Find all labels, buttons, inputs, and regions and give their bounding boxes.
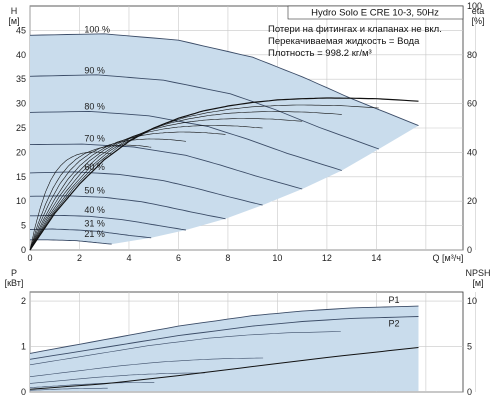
title-box bbox=[287, 5, 464, 20]
speed-label: 21 % bbox=[84, 229, 105, 239]
qh-y-label-1: [м] bbox=[8, 16, 19, 26]
qh-x-tick: 10 bbox=[272, 253, 282, 263]
npsh-y-label-0: NPSH bbox=[465, 268, 490, 278]
power-y-tick: 1 bbox=[21, 342, 26, 352]
qh-envelope-area bbox=[30, 33, 419, 245]
note-line-2: Перекачиваемая жидкость = Вода bbox=[268, 36, 420, 47]
qh-y-tick: 5 bbox=[21, 221, 26, 231]
speed-curve bbox=[29, 74, 380, 150]
qh-eta-tick: 20 bbox=[467, 196, 477, 206]
power-envelope bbox=[30, 306, 419, 392]
speed-curve bbox=[29, 195, 226, 220]
power-y-tick: 2 bbox=[21, 296, 26, 306]
power-series-label-p1: P1 bbox=[388, 295, 399, 305]
qh-x-tick: 14 bbox=[371, 253, 381, 263]
product-title: Hydro Solo E CRE 10-3, 50Hz bbox=[311, 8, 439, 19]
qh-eta-label-0: eta bbox=[472, 6, 485, 16]
efficiency-curve bbox=[29, 131, 226, 251]
npsh-y-label-1: [м] bbox=[472, 278, 483, 288]
qh-x-tick: 2 bbox=[77, 253, 82, 263]
qh-x-tick: 8 bbox=[225, 253, 230, 263]
qh-eta-tick: 40 bbox=[467, 147, 477, 157]
qh-y-tick: 25 bbox=[16, 123, 26, 133]
speed-label: 50 % bbox=[84, 185, 105, 195]
qh-x-tick: 12 bbox=[322, 253, 332, 263]
qh-y-tick: 35 bbox=[16, 74, 26, 84]
power-curve-speed bbox=[29, 387, 108, 391]
efficiency-curve bbox=[29, 111, 342, 251]
qh-x-tick: 4 bbox=[126, 253, 131, 263]
qh-y-tick: 45 bbox=[16, 25, 26, 35]
speed-label: 31 % bbox=[84, 219, 105, 229]
qh-y-tick: 0 bbox=[21, 245, 26, 255]
efficiency-curve bbox=[29, 104, 379, 251]
qh-eta-tick: 100 bbox=[467, 1, 482, 11]
qh-envelope bbox=[30, 33, 419, 245]
note-line-3: Плотность = 998.2 кг/м³ bbox=[268, 48, 372, 59]
npsh-curve bbox=[29, 347, 419, 390]
npsh-y-tick: 0 bbox=[467, 387, 472, 397]
speed-curve bbox=[29, 110, 342, 171]
power-curve-speed bbox=[29, 331, 341, 366]
speed-curve bbox=[30, 239, 112, 245]
npsh-y-tick: 5 bbox=[467, 342, 472, 352]
npsh-y-tick: 10 bbox=[467, 296, 477, 306]
power-y-label-1: [кВт] bbox=[5, 278, 24, 288]
qh-y-tick: 20 bbox=[16, 147, 26, 157]
efficiency-curve bbox=[29, 151, 112, 251]
speed-label: 100 % bbox=[84, 24, 110, 34]
qh-curves: 100 % 90 % 80 % 70 % 60 % 50 % 40 % 31 %21 % bbox=[29, 24, 419, 251]
qh-eta-tick: 0 bbox=[467, 245, 472, 255]
power-curve-speed bbox=[29, 382, 155, 388]
power-curve bbox=[29, 305, 419, 354]
note-line-1: Потери на фитингах и клапанах не вкл. bbox=[268, 24, 442, 35]
qh-y-tick: 15 bbox=[16, 172, 26, 182]
qh-x-tick: 0 bbox=[27, 253, 32, 263]
efficiency-curve bbox=[29, 125, 263, 251]
speed-label: 40 % bbox=[84, 205, 105, 215]
speed-label: 70 % bbox=[84, 134, 105, 144]
speed-label: 90 % bbox=[84, 65, 105, 75]
power-curves bbox=[29, 305, 419, 391]
efficiency-curve bbox=[29, 97, 419, 251]
speed-label: 60 % bbox=[84, 162, 105, 172]
qh-eta-label-1: [%] bbox=[471, 16, 484, 26]
speed-curve bbox=[30, 214, 186, 231]
qh-eta-tick: 80 bbox=[467, 50, 477, 60]
speed-curve bbox=[29, 228, 152, 239]
speed-label: 80 % bbox=[84, 101, 105, 111]
efficiency-curve bbox=[29, 138, 186, 251]
qh-ticks: 0 2 4 6 8 10 12 14 0 5 10 15 20 25 30 35 40 45 0 20 40 60 80 10… bbox=[8, 1, 484, 263]
power-series-label-p2: P2 bbox=[388, 319, 399, 329]
qh-x-tick: 6 bbox=[176, 253, 181, 263]
qh-y-tick: 40 bbox=[16, 50, 26, 60]
qh-y-label-0: H bbox=[11, 6, 18, 16]
power-curve-speed bbox=[29, 357, 264, 377]
power-curve bbox=[29, 316, 419, 360]
power-ticks: 0 1 2 0 5 10 P1 P2 P[кВт] NPSH[м] bbox=[5, 268, 491, 397]
power-envelope-area bbox=[30, 306, 419, 392]
power-y-tick: 0 bbox=[21, 387, 26, 397]
qh-eta-tick: 60 bbox=[467, 99, 477, 109]
speed-curve bbox=[29, 143, 303, 190]
qh-x-label: Q [м³/ч] bbox=[433, 253, 464, 263]
qh-y-tick: 10 bbox=[16, 196, 26, 206]
power-y-label-0: P bbox=[11, 268, 17, 278]
power-curve-speed bbox=[29, 372, 205, 384]
qh-y-tick: 30 bbox=[16, 99, 26, 109]
efficiency-curve bbox=[29, 118, 303, 251]
